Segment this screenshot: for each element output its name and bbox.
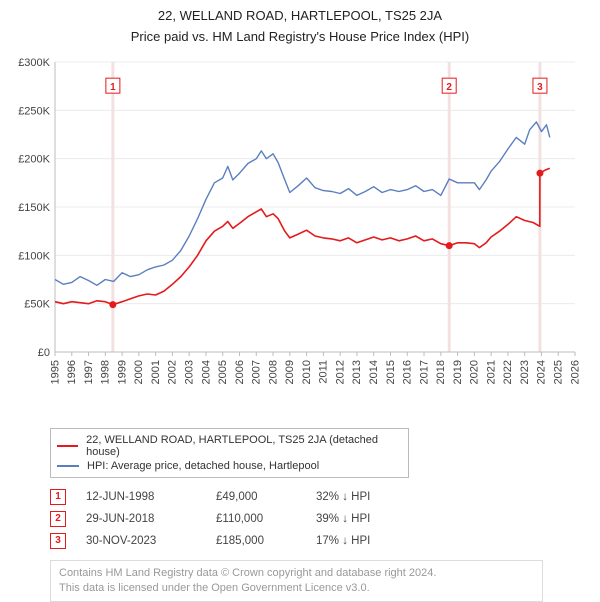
sales-row: 2 29-JUN-2018£110,00039% ↓ HPI	[50, 508, 600, 530]
svg-text:£100K: £100K	[18, 250, 50, 262]
svg-text:2011: 2011	[318, 360, 330, 384]
attribution-footer: Contains HM Land Registry data © Crown c…	[50, 560, 543, 602]
svg-text:3: 3	[537, 82, 543, 93]
sales-date: 30-NOV-2023	[86, 535, 216, 547]
svg-text:£0: £0	[38, 347, 50, 359]
svg-text:2001: 2001	[150, 360, 162, 384]
footer-line-2: This data is licensed under the Open Gov…	[59, 581, 534, 596]
svg-text:2017: 2017	[418, 360, 430, 384]
sales-row: 1 12-JUN-1998£49,00032% ↓ HPI	[50, 486, 600, 508]
legend-swatch	[57, 465, 79, 467]
svg-text:1998: 1998	[100, 360, 112, 384]
svg-text:2008: 2008	[267, 360, 279, 384]
sales-marker: 1	[50, 489, 66, 505]
svg-text:2000: 2000	[133, 360, 145, 384]
svg-text:1997: 1997	[83, 360, 95, 384]
svg-text:1: 1	[110, 82, 116, 93]
sales-marker: 2	[50, 511, 66, 527]
legend-item: 22, WELLAND ROAD, HARTLEPOOL, TS25 2JA (…	[57, 433, 402, 459]
svg-text:1995: 1995	[49, 360, 61, 384]
sales-marker: 3	[50, 533, 66, 549]
svg-text:2010: 2010	[301, 360, 313, 384]
legend-label: 22, WELLAND ROAD, HARTLEPOOL, TS25 2JA (…	[86, 434, 402, 458]
svg-text:1999: 1999	[116, 360, 128, 384]
page-title: 22, WELLAND ROAD, HARTLEPOOL, TS25 2JA	[0, 0, 600, 26]
svg-text:£200K: £200K	[18, 153, 50, 165]
svg-text:2016: 2016	[402, 360, 414, 384]
sales-date: 12-JUN-1998	[86, 491, 216, 503]
sales-price: £185,000	[216, 535, 316, 547]
svg-text:2022: 2022	[502, 360, 514, 384]
page-subtitle: Price paid vs. HM Land Registry's House …	[0, 26, 600, 46]
sales-diff: 39% ↓ HPI	[316, 513, 416, 525]
sales-price: £110,000	[216, 513, 316, 525]
svg-text:2018: 2018	[435, 360, 447, 384]
svg-text:£250K: £250K	[18, 105, 50, 117]
price-chart: £0 £50K £100K £150K £200K £250K £300K 1995 1996 1…	[10, 52, 590, 422]
svg-text:2003: 2003	[183, 360, 195, 384]
svg-text:2026: 2026	[569, 360, 581, 384]
svg-text:1996: 1996	[66, 360, 78, 384]
svg-text:2009: 2009	[284, 360, 296, 384]
svg-text:2002: 2002	[167, 360, 179, 384]
svg-text:2005: 2005	[217, 360, 229, 384]
svg-text:2012: 2012	[334, 360, 346, 384]
sales-price: £49,000	[216, 491, 316, 503]
svg-text:2021: 2021	[485, 360, 497, 384]
svg-text:2004: 2004	[200, 360, 212, 384]
svg-text:£300K: £300K	[18, 57, 50, 69]
svg-text:2: 2	[446, 82, 452, 93]
svg-text:2006: 2006	[234, 360, 246, 384]
svg-text:2025: 2025	[553, 360, 565, 384]
svg-text:£150K: £150K	[18, 202, 50, 214]
legend-swatch	[57, 445, 78, 447]
legend-label: HPI: Average price, detached house, Hart…	[87, 460, 319, 472]
sales-diff: 17% ↓ HPI	[316, 535, 416, 547]
svg-text:2015: 2015	[385, 360, 397, 384]
svg-text:£50K: £50K	[24, 298, 50, 310]
svg-text:2020: 2020	[469, 360, 481, 384]
svg-text:2019: 2019	[452, 360, 464, 384]
footer-line-1: Contains HM Land Registry data © Crown c…	[59, 566, 534, 581]
sales-table: 1 12-JUN-1998£49,00032% ↓ HPI 2 29-JUN-2018…	[50, 486, 600, 552]
svg-text:2013: 2013	[351, 360, 363, 384]
svg-text:2024: 2024	[536, 360, 548, 384]
sales-row: 3 30-NOV-2023£185,00017% ↓ HPI	[50, 530, 600, 552]
legend-item: HPI: Average price, detached house, Hart…	[57, 459, 402, 473]
svg-text:2014: 2014	[368, 360, 380, 384]
sales-date: 29-JUN-2018	[86, 513, 216, 525]
svg-text:2007: 2007	[251, 360, 263, 384]
chart-legend: 22, WELLAND ROAD, HARTLEPOOL, TS25 2JA (…	[50, 428, 409, 478]
svg-text:2023: 2023	[519, 360, 531, 384]
sales-diff: 32% ↓ HPI	[316, 491, 416, 503]
